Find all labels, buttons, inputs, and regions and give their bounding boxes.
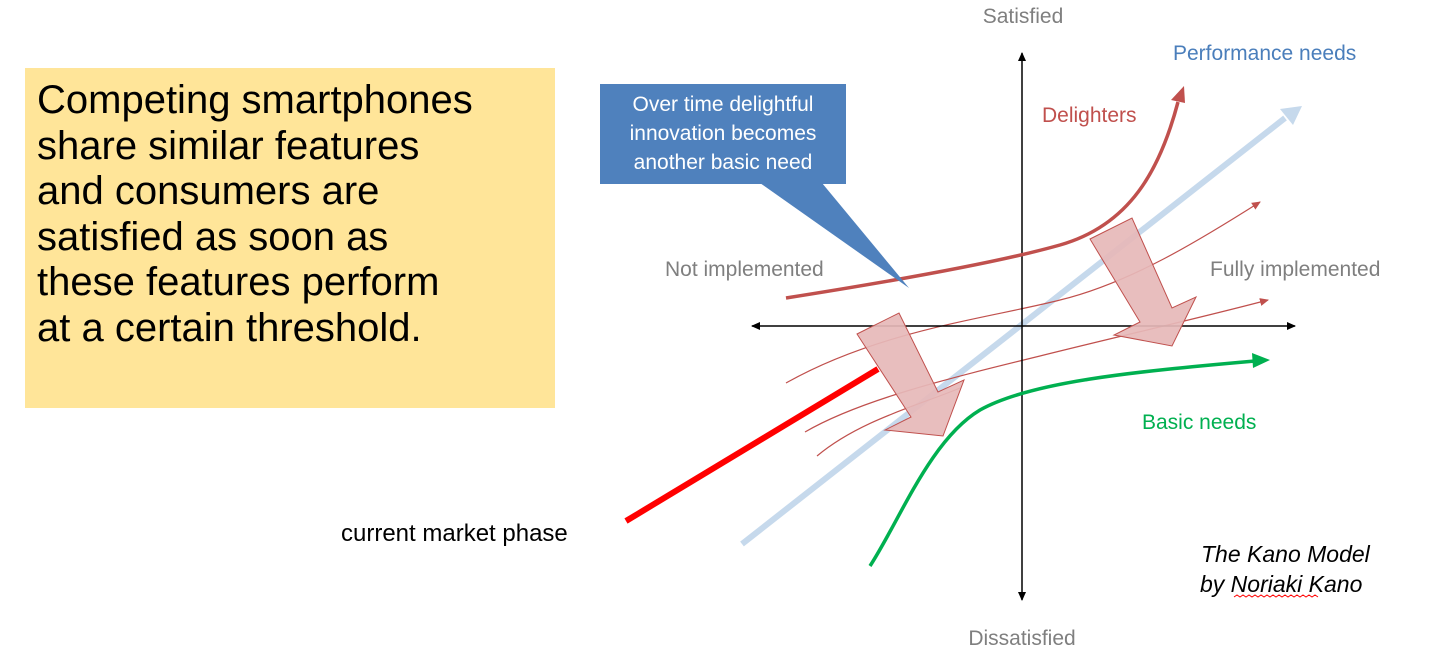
callout-box: [600, 84, 846, 184]
text-box: Competing smartphones share similar feat…: [25, 68, 555, 408]
text-box-line: these features perform: [37, 260, 440, 304]
basic-needs-arrowhead: [1252, 353, 1270, 368]
text-box-line: Competing smartphones: [37, 78, 473, 122]
credit-line: The Kano Model: [1201, 541, 1371, 567]
axis-label-right: Fully implemented: [1210, 258, 1380, 281]
axis-label-bottom: Dissatisfied: [968, 627, 1075, 650]
text-box-line: and consumers are: [37, 169, 380, 213]
market-phase-line: [624, 366, 880, 524]
delighters-label: Delighters: [1042, 104, 1137, 127]
performance-needs-label: Performance needs: [1173, 42, 1356, 65]
axis-label-left: Not implemented: [665, 258, 824, 281]
basic-needs-label: Basic needs: [1142, 411, 1256, 434]
text-box-line: satisfied as soon as: [37, 214, 389, 259]
market-phase-label: current market phase: [341, 520, 568, 547]
transition-arrow: [856, 312, 965, 437]
callout-line: innovation becomes: [630, 122, 817, 145]
callout-pointer: [760, 183, 909, 288]
delighters-curve: [785, 101, 1180, 300]
text-box-line: at a certain threshold.: [37, 305, 422, 350]
trend-curve: [804, 298, 1269, 433]
transition-arrow: [1089, 217, 1198, 347]
performance-arrowhead: [1280, 106, 1302, 125]
callout-line: Over time delightful: [633, 93, 814, 116]
performance-line: [740, 115, 1287, 547]
basic-needs-curve: [868, 359, 1256, 567]
spellcheck-underline: [1233, 594, 1319, 598]
axis-label-top: Satisfied: [983, 5, 1064, 28]
delighters-arrowhead: [1171, 86, 1185, 103]
credit-line: by Noriaki Kano: [1200, 571, 1363, 597]
text-box-line: share similar features: [37, 123, 420, 168]
callout-line: another basic need: [634, 151, 813, 174]
